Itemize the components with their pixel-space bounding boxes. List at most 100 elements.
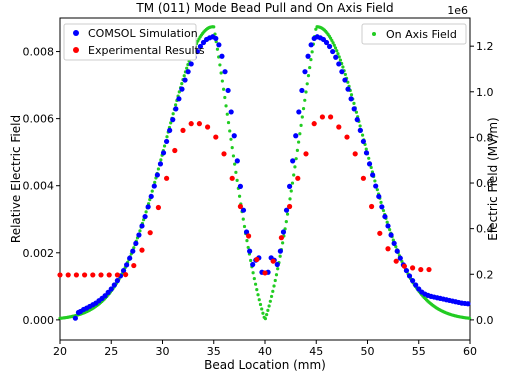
comsol-point xyxy=(379,204,385,210)
x-tick-label: 60 xyxy=(463,345,477,358)
comsol-point xyxy=(219,53,225,59)
onaxis-point xyxy=(305,82,309,86)
y-axis-left-label: Relative Electric Field xyxy=(9,115,23,243)
comsol-point xyxy=(225,87,231,94)
comsol-point xyxy=(136,232,142,238)
onaxis-point xyxy=(338,58,343,62)
comsol-point xyxy=(403,267,410,274)
legend-right-frame xyxy=(361,23,467,45)
experimental-point xyxy=(73,272,79,278)
onaxis-point xyxy=(212,25,216,29)
experimental-point xyxy=(213,134,219,140)
y-axis-right-label: Electric Field (MV/m) xyxy=(486,117,500,240)
onaxis-point xyxy=(369,165,373,170)
onaxis-point xyxy=(293,165,297,169)
comsol-point xyxy=(179,86,185,92)
comsol-point xyxy=(157,161,164,167)
onaxis-point xyxy=(182,74,186,78)
comsol-point xyxy=(406,273,413,279)
experimental-point xyxy=(246,233,252,239)
onaxis-point xyxy=(271,289,275,293)
onaxis-point xyxy=(285,212,290,216)
experimental-point xyxy=(147,230,153,236)
comsol-point xyxy=(357,127,363,133)
onaxis-point xyxy=(309,58,313,62)
onaxis-point xyxy=(267,304,271,308)
comsol-point xyxy=(302,69,308,75)
comsol-point xyxy=(354,117,360,123)
experimental-point xyxy=(385,246,391,252)
onaxis-point xyxy=(273,278,277,283)
comsol-point xyxy=(243,229,250,235)
onaxis-point xyxy=(229,137,233,141)
onaxis-point xyxy=(245,239,249,243)
comsol-point xyxy=(382,213,388,220)
comsol-point xyxy=(280,229,287,235)
onaxis-point xyxy=(373,179,377,183)
onaxis-point xyxy=(308,65,312,70)
comsol-point xyxy=(370,172,376,178)
onaxis-point xyxy=(276,267,280,271)
onaxis-point xyxy=(132,246,136,250)
onaxis-point xyxy=(337,55,341,59)
comsol-point xyxy=(237,183,243,189)
comsol-point xyxy=(170,117,176,123)
onaxis-point xyxy=(246,245,250,250)
experimental-point xyxy=(336,124,342,130)
onaxis-point xyxy=(230,146,234,150)
x-tick-label: 40 xyxy=(258,345,272,358)
y-right-tick-label: 1.2 xyxy=(476,40,494,53)
onaxis-point xyxy=(333,46,338,50)
comsol-point xyxy=(105,289,111,295)
onaxis-point xyxy=(290,181,295,185)
onaxis-point xyxy=(335,49,339,53)
onaxis-point xyxy=(278,254,282,258)
comsol-point xyxy=(133,240,139,246)
comsol-point xyxy=(342,77,348,83)
onaxis-point xyxy=(228,129,232,133)
y-left-tick-label: 0.002 xyxy=(23,247,55,260)
comsol-point xyxy=(293,133,299,139)
onaxis-point xyxy=(358,124,362,128)
comsol-point xyxy=(391,240,397,246)
onaxis-point xyxy=(221,87,226,91)
x-tick-label: 25 xyxy=(104,345,118,358)
comsol-point xyxy=(250,261,256,268)
onaxis-point xyxy=(144,210,148,214)
experimental-point xyxy=(106,272,112,278)
onaxis-point xyxy=(467,316,472,320)
y-right-tick-label: 0.8 xyxy=(476,131,494,144)
onaxis-point xyxy=(256,293,260,297)
comsol-point xyxy=(305,53,311,59)
onaxis-point xyxy=(310,50,314,54)
onaxis-point xyxy=(225,112,229,116)
legend-left-frame xyxy=(63,23,197,61)
comsol-point xyxy=(373,183,379,189)
comsol-point xyxy=(114,278,120,284)
onaxis-point xyxy=(274,273,279,277)
onaxis-point xyxy=(223,95,227,100)
experimental-point xyxy=(418,266,424,273)
onaxis-point xyxy=(220,79,224,83)
comsol-point xyxy=(188,61,194,67)
experimental-point xyxy=(123,271,129,278)
experimental-point xyxy=(82,272,88,278)
onaxis-point xyxy=(255,287,259,292)
onaxis-point xyxy=(297,140,301,144)
onaxis-point xyxy=(364,147,368,151)
experimental-point xyxy=(278,235,284,241)
x-tick-label: 50 xyxy=(361,345,375,358)
comsol-point xyxy=(323,39,330,46)
experimental-point xyxy=(139,247,145,253)
y-left-tick-label: 0.006 xyxy=(23,113,55,126)
comsol-point xyxy=(336,61,342,67)
comsol-point xyxy=(176,96,182,102)
onaxis-point xyxy=(292,173,296,177)
onaxis-point xyxy=(300,115,304,119)
onaxis-point xyxy=(159,158,163,162)
legend-onaxis-marker xyxy=(372,32,376,36)
x-tick-label: 55 xyxy=(412,345,426,358)
onaxis-point xyxy=(294,157,298,161)
comsol-point xyxy=(216,42,222,48)
onaxis-point xyxy=(150,189,154,193)
